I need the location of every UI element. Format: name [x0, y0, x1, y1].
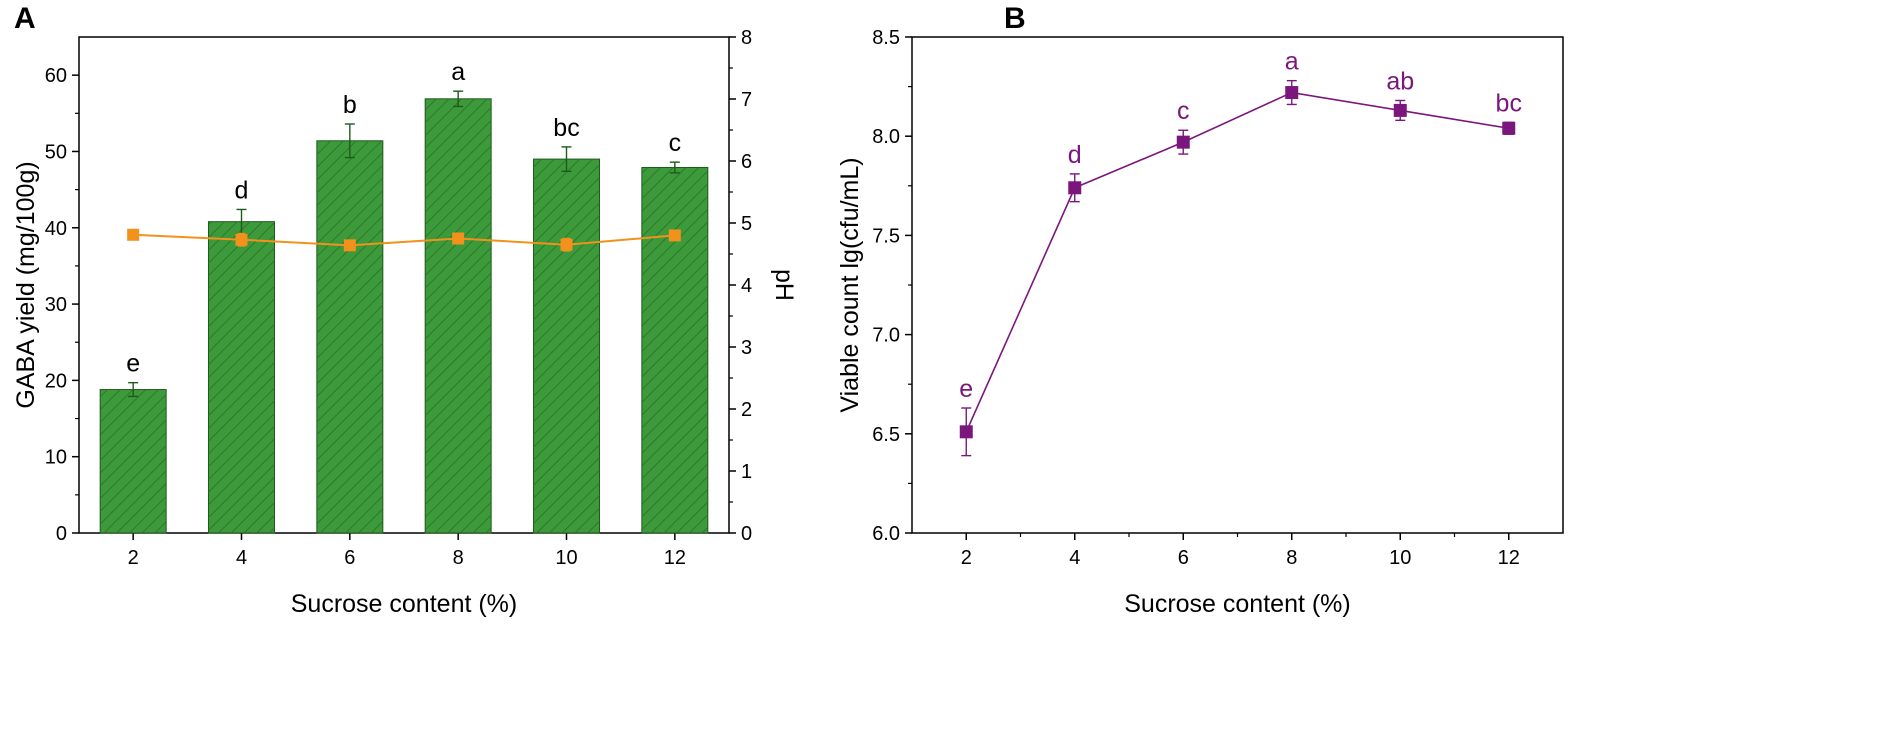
viable-line: [965, 91, 1509, 433]
viable-point-4: [1068, 181, 1082, 195]
y2-tick-label-a: 7: [741, 89, 752, 111]
x-tick-label-a: 12: [664, 547, 686, 569]
y-axis-label-a: GABA yield (mg/100g): [12, 161, 40, 408]
x-tick-label-a: 2: [128, 547, 139, 569]
ph-point-4: [235, 233, 248, 246]
sig-letter-bar-2: e: [126, 350, 140, 378]
viable-point-6: [1176, 135, 1190, 149]
panel-letter-a: A: [14, 2, 36, 35]
x-tick-label-b: 10: [1389, 547, 1411, 569]
y2-tick-label-a: 0: [741, 523, 752, 545]
ph-point-2: [127, 228, 140, 241]
bar-hatch-8: [425, 98, 492, 533]
sig-letter-bar-4: d: [235, 176, 249, 204]
y-tick-label-b: 7.5: [872, 225, 900, 247]
x-tick-label-a: 8: [453, 547, 464, 569]
ph-point-12: [668, 229, 681, 242]
panel-letter-b: B: [1004, 2, 1026, 35]
bar-group-6: b: [316, 91, 384, 534]
y-tick-label-b: 6.0: [872, 523, 900, 545]
x-axis-label-a: Sucrose content (%): [291, 590, 518, 618]
y2-tick-label-a: 3: [741, 337, 752, 359]
bar-group-4: d: [208, 176, 275, 534]
viable-point-8: [1285, 86, 1299, 100]
y-tick-label-b: 8.0: [872, 126, 900, 148]
bar-group-8: a: [424, 58, 492, 534]
y-tick-label-b: 6.5: [872, 424, 900, 446]
sig-letter-bar-6: b: [343, 91, 357, 119]
y2-tick-label-a: 6: [741, 151, 752, 173]
y-tick-label-a: 30: [45, 294, 67, 316]
x-tick-label-a: 4: [236, 547, 247, 569]
y2-axis-label-a: pH: [770, 269, 798, 301]
y-axis-label-b: Viable count lg(cfu/mL): [836, 157, 864, 412]
panel-b-chart: 6.0 6.5 7.0 7.5 8.0 8.5 2 4 6 8 10 12 e d c a ab bc Sucros…: [836, 27, 1564, 618]
bar-group-12: c: [641, 129, 709, 534]
x-tick-label-b: 4: [1069, 547, 1080, 569]
plot-frame-b: [911, 36, 1564, 534]
ph-point-6: [343, 239, 356, 252]
bar-hatch-10: [533, 159, 600, 534]
ph-point-8: [452, 232, 465, 245]
bar-group-2: e: [99, 350, 167, 534]
bar-hatch-6: [316, 140, 383, 534]
sig-letter-viable-4: d: [1068, 141, 1082, 169]
x-tick-label-b: 6: [1178, 547, 1189, 569]
x-tick-label-b: 2: [961, 547, 972, 569]
sig-letter-bar-12: c: [669, 129, 682, 157]
ph-line: [133, 233, 675, 247]
y-tick-label-a: 50: [45, 141, 67, 163]
sig-letter-viable-6: c: [1177, 97, 1190, 125]
y2-tick-label-a: 8: [741, 27, 752, 49]
sig-letter-viable-12: bc: [1496, 89, 1522, 117]
viable-point-10: [1393, 103, 1407, 117]
sig-letter-viable-10: ab: [1386, 67, 1414, 95]
y2-tick-label-a: 5: [741, 213, 752, 235]
y2-tick-label-a: 2: [741, 399, 752, 421]
viable-point-2: [959, 425, 973, 439]
viable-point-12: [1502, 121, 1516, 135]
y2-tick-label-a: 1: [741, 461, 752, 483]
sig-letter-viable-2: e: [959, 375, 973, 403]
x-tick-label-b: 12: [1498, 547, 1520, 569]
bar-hatch-12: [641, 167, 708, 534]
bar-group-10: bc: [533, 114, 600, 534]
y-tick-label-b: 8.5: [872, 27, 900, 49]
ph-point-10: [560, 238, 573, 251]
sig-letter-viable-8: a: [1285, 48, 1299, 76]
sig-letter-bar-8: a: [451, 58, 465, 86]
bar-hatch-2: [100, 389, 167, 533]
y-tick-label-a: 60: [45, 65, 67, 87]
x-tick-label-a: 10: [555, 547, 577, 569]
sig-letter-bar-10: bc: [553, 114, 579, 142]
y-tick-label-a: 40: [45, 218, 67, 240]
y-tick-label-b: 7.0: [872, 325, 900, 347]
y-tick-label-a: 20: [45, 370, 67, 392]
plot-frame-a: [78, 36, 730, 534]
y-tick-label-a: 10: [45, 447, 67, 469]
y2-tick-label-a: 4: [741, 275, 752, 297]
bar-hatch-4: [208, 221, 275, 533]
x-tick-label-a: 6: [344, 547, 355, 569]
x-axis-label-b: Sucrose content (%): [1124, 590, 1351, 618]
x-tick-label-b: 8: [1286, 547, 1297, 569]
y-tick-label-a: 0: [56, 523, 67, 545]
